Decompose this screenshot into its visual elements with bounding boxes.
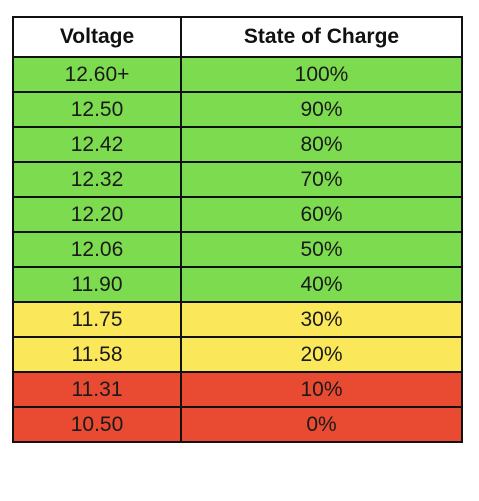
state-of-charge-cell: 70% (180, 161, 463, 198)
state-of-charge-cell: 0% (180, 406, 463, 443)
table-row: 11.75 30% (12, 301, 463, 338)
table-row: 11.58 20% (12, 336, 463, 373)
table-header: Voltage State of Charge (12, 16, 463, 58)
voltage-cell: 12.42 (12, 126, 182, 163)
voltage-cell: 11.31 (12, 371, 182, 408)
table-row: 12.20 60% (12, 196, 463, 233)
table-row: 12.06 50% (12, 231, 463, 268)
voltage-cell: 11.90 (12, 266, 182, 303)
column-header-voltage: Voltage (12, 16, 182, 58)
state-of-charge-cell: 30% (180, 301, 463, 338)
table-row: 12.60+ 100% (12, 56, 463, 93)
table-row: 11.31 10% (12, 371, 463, 408)
voltage-cell: 12.60+ (12, 56, 182, 93)
column-header-state-of-charge: State of Charge (180, 16, 463, 58)
state-of-charge-cell: 20% (180, 336, 463, 373)
table-row: 11.90 40% (12, 266, 463, 303)
voltage-cell: 12.20 (12, 196, 182, 233)
voltage-cell: 12.32 (12, 161, 182, 198)
table-row: 12.32 70% (12, 161, 463, 198)
table-row: 10.50 0% (12, 406, 463, 443)
voltage-cell: 11.58 (12, 336, 182, 373)
voltage-cell: 11.75 (12, 301, 182, 338)
table-body: 12.60+ 100% 12.50 90% 12.42 80% 12.32 70% 12.20 6… (12, 56, 463, 443)
state-of-charge-cell: 100% (180, 56, 463, 93)
state-of-charge-cell: 80% (180, 126, 463, 163)
state-of-charge-cell: 90% (180, 91, 463, 128)
voltage-soc-table: Voltage State of Charge 12.60+ 100% 12.50 9… (12, 16, 463, 443)
state-of-charge-cell: 10% (180, 371, 463, 408)
table-row: 12.42 80% (12, 126, 463, 163)
state-of-charge-cell: 50% (180, 231, 463, 268)
table-row: 12.50 90% (12, 91, 463, 128)
voltage-cell: 10.50 (12, 406, 182, 443)
state-of-charge-cell: 60% (180, 196, 463, 233)
voltage-cell: 12.06 (12, 231, 182, 268)
header-row: Voltage State of Charge (12, 16, 463, 58)
state-of-charge-cell: 40% (180, 266, 463, 303)
voltage-cell: 12.50 (12, 91, 182, 128)
